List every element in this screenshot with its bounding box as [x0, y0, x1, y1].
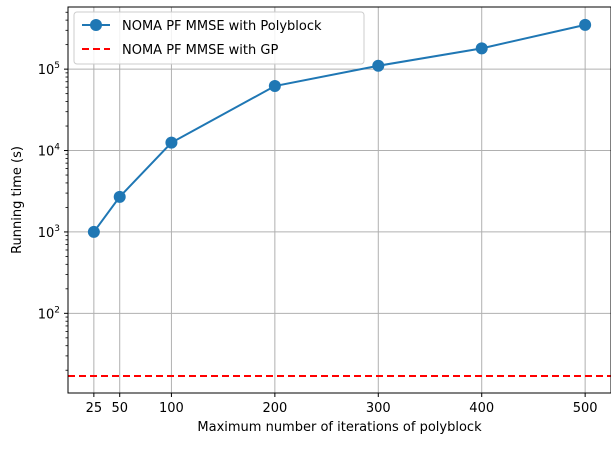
x-tick-label-0: 25 — [86, 401, 103, 416]
y-axis-label: Running time (s) — [10, 146, 25, 254]
x-axis-ticks: 25 50 100 200 300 400 500 — [86, 393, 598, 416]
legend-box — [73, 11, 365, 65]
legend-entry-gp: NOMA PF MMSE with GP — [122, 43, 278, 58]
data-point-4 — [372, 59, 385, 72]
x-tick-label-2: 100 — [159, 401, 184, 416]
y-tick-label-0: 102 — [38, 305, 60, 322]
y-tick-label-3: 105 — [38, 61, 60, 78]
y-tick-label-2: 104 — [38, 143, 61, 160]
x-tick-label-5: 400 — [469, 401, 494, 416]
plot-frame — [67, 6, 611, 394]
data-point-0 — [87, 225, 100, 238]
y-axis-ticks: 102 103 104 105 — [38, 11, 68, 371]
data-point-2 — [165, 136, 178, 149]
x-tick-label-3: 200 — [262, 401, 287, 416]
legend-marker-polyblock — [90, 19, 102, 31]
x-tick-label-6: 500 — [573, 401, 598, 416]
x-tick-label-4: 300 — [366, 401, 391, 416]
data-point-6 — [579, 18, 592, 31]
x-axis-label: Maximum number of iterations of polybloc… — [197, 420, 482, 435]
data-point-3 — [268, 80, 281, 93]
legend-entry-polyblock: NOMA PF MMSE with Polyblock — [122, 19, 322, 34]
y-tick-label-1: 103 — [38, 224, 60, 241]
x-tick-label-1: 50 — [111, 401, 128, 416]
legend: NOMA PF MMSE with Polyblock NOMA PF MMSE… — [73, 11, 365, 65]
series-layer — [68, 18, 611, 377]
data-point-5 — [475, 42, 488, 55]
data-point-1 — [113, 190, 126, 203]
